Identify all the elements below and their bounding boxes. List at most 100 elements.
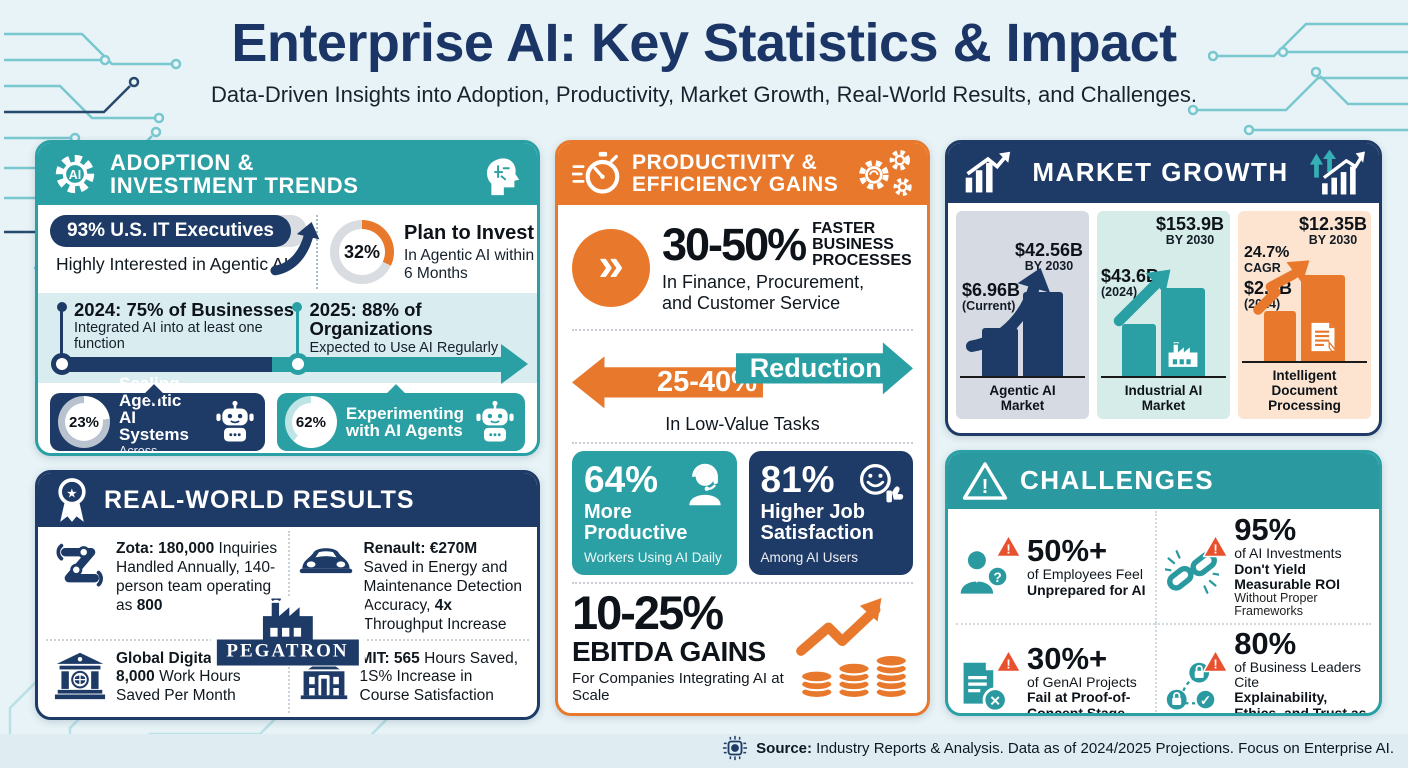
ebitda-subtext: For Companies Integrating AI at Scale (572, 670, 784, 704)
it-executives-stat: 93% U.S. IT Executives Highly Interested… (50, 215, 320, 289)
results-grid: Zota: 180,000 Inquiries Handled Annually… (38, 527, 537, 717)
divider (572, 442, 913, 445)
market-growth-panel: MARKET GROWTH $42.56B BY 2030 $6.96B (Cu… (945, 140, 1382, 436)
bank-icon (54, 652, 106, 699)
results-title: REAL-WORLD RESULTS (104, 485, 415, 514)
more-productive-bold: More Productive (584, 501, 688, 545)
productivity-title: PRODUCTIVITY & EFFICIENCY GAINS (632, 150, 839, 196)
industrial-current-value: $43.6B (2024) (1101, 266, 1160, 299)
svg-text:×: × (990, 691, 1000, 711)
industrial-ai-market-card: $153.9B BY 2030 $43.6B (2024) (1097, 211, 1230, 419)
footer-band (0, 734, 1408, 768)
robot-icon (473, 400, 517, 444)
reduction-left-arrow: 25-40% (572, 356, 763, 409)
agentic-label: Agentic AI Market (989, 382, 1056, 413)
challenge-trust: ✓ 80% of Business Leaders Cite Explainab… (1155, 622, 1371, 716)
medal-icon: ★ (58, 478, 86, 522)
challenge-value: 95% (1234, 512, 1297, 547)
challenge-value: 80% (1234, 625, 1297, 661)
robot-icon (213, 400, 257, 444)
adoption-timeline: 2024: 75% of Businesses Integrated AI in… (38, 293, 538, 384)
faster-processes-subtext: In Finance, Procurement, and Customer Se… (662, 272, 865, 314)
executives-pill-track: 93% U.S. IT Executives (50, 215, 307, 247)
timeline-node-2025 (286, 353, 309, 375)
job-satisfaction-bold: Higher Job Satisfaction (760, 501, 874, 545)
experimenting-donut-value: 62% (295, 413, 326, 431)
idp-cagr-value: 24.7% CAGR (1244, 244, 1290, 275)
challenge-roi: 95% of AI Investments Don't Yield Measur… (1155, 511, 1371, 623)
challenges-header: ! CHALLENGES (948, 453, 1379, 509)
document-icon (1311, 322, 1338, 352)
adoption-title: ADOPTION & INVESTMENT TRENDS (110, 151, 465, 197)
growth-arrows-icon (1309, 149, 1365, 195)
smiley-thumbs-up-icon (859, 464, 904, 503)
reduction-subtext: In Low-Value Tasks (665, 414, 820, 435)
adoption-header: AI ADOPTION & INVESTMENT TRENDS (38, 143, 537, 205)
document-fail-icon: × (963, 663, 1008, 713)
page-subtitle: Data-Driven Insights into Adoption, Prod… (211, 82, 1197, 107)
timeline-node-2024 (51, 353, 73, 375)
challenge-text: of AI Investments (1234, 545, 1342, 562)
adoption-title-line1: ADOPTION & (110, 149, 255, 175)
car-icon (299, 548, 352, 574)
invest-subtext: In Agentic AI within 6 Months (404, 246, 535, 282)
challenge-value: 30%+ (1027, 640, 1108, 676)
challenge-bold: Don't Yield Measurable ROI (1234, 560, 1341, 592)
market-cards-row: $42.56B BY 2030 $6.96B (Current) (948, 203, 1379, 427)
alert-triangle-icon (995, 534, 1022, 558)
double-chevron-icon: » (572, 228, 650, 307)
source-note: Source: Industry Reports & Analysis. Dat… (722, 735, 1394, 761)
challenge-bold: Explainability, Ethics, and Trust as Obs… (1234, 689, 1367, 716)
timeline-2025-text: 2025: 88% of Organizations Expected to U… (309, 299, 538, 357)
adoption-stats-row: 93% U.S. IT Executives Highly Interested… (38, 205, 537, 293)
divider (572, 582, 913, 585)
idp-future-value: $12.35B BY 2030 (1298, 214, 1367, 247)
more-productive-subtext: Workers Using AI Daily (584, 550, 722, 566)
adoption-title-line2: INVESTMENT TRENDS (110, 173, 359, 198)
svg-text:★: ★ (66, 485, 77, 500)
faster-processes-value: 30-50% (662, 219, 807, 271)
timeline-2024-sub: Integrated AI into at least one function (74, 320, 263, 353)
challenges-panel: ! CHALLENGES ? 50%+ of Employees Feel Un… (945, 450, 1382, 716)
timeline-2025-bold: 2025: 88% of Organizations (309, 299, 433, 340)
gears-icon (859, 149, 912, 196)
job-satisfaction-card: 81% Higher Job Satisfaction Among AI User… (748, 451, 913, 576)
scaling-subtext: Across Operations (119, 443, 158, 456)
scaling-bold-line2: AI Systems (119, 407, 189, 444)
baseline (960, 375, 1085, 378)
challenge-smalltext: Without Proper Frameworks (1234, 590, 1318, 619)
ai-chip-icon (723, 735, 748, 761)
factory-icon (1166, 342, 1200, 368)
stopwatch-icon (572, 151, 620, 194)
svg-text:✓: ✓ (1200, 693, 1211, 708)
challenge-text: of Employees Feel (1027, 566, 1143, 583)
scaling-donut-chart: 23% (58, 396, 110, 448)
timeline-bar (52, 357, 501, 372)
headset-person-icon (688, 464, 721, 506)
pegatron-label: PEGATRON (216, 639, 359, 665)
faster-processes-side-label: FASTER BUSINESS PROCESSES (812, 220, 912, 270)
agentic-current-value: $6.96B (Current) (962, 280, 1021, 313)
pegatron-badge: PEGATRON (210, 597, 365, 666)
scaling-agentic-card: 23% Scaling Agentic AI Systems Across Op… (50, 375, 265, 453)
warning-triangle-icon: ! (962, 462, 1008, 500)
alert-triangle-icon (1202, 534, 1229, 558)
page-title: Enterprise AI: Key Statistics & Impact (231, 13, 1177, 73)
experimenting-card: 62% Experimenting with AI Agents (276, 393, 525, 451)
market-header: MARKET GROWTH (948, 143, 1379, 203)
executives-subtext: Highly Interested in Agentic AI (56, 254, 289, 274)
scaling-bold-line1: Scaling Agentic (119, 373, 182, 410)
document-processing-card: $12.35B BY 2030 24.7% CAGR $2.3B (2024) (1238, 211, 1371, 419)
growth-arrow-icon (1253, 259, 1310, 315)
result-renault: Renault: €270M Saved in Energy and Maint… (287, 531, 530, 639)
ebitda-bold: EBITDA GAINS (572, 636, 766, 667)
invest-bold-text: Plan to Invest (404, 221, 535, 244)
timeline-2024-text: 2024: 75% of Businesses Integrated AI in… (74, 300, 304, 353)
svg-text:?: ? (993, 570, 1001, 585)
security-locks-icon: ✓ (1166, 662, 1217, 711)
experimenting-bold-line1: Experimenting (345, 404, 464, 423)
factory-icon (256, 598, 318, 642)
experimenting-bold-line2: with AI Agents (345, 421, 463, 440)
executives-pill: 93% U.S. IT Executives (50, 215, 291, 247)
results-header: ★ REAL-WORLD RESULTS (38, 473, 537, 527)
